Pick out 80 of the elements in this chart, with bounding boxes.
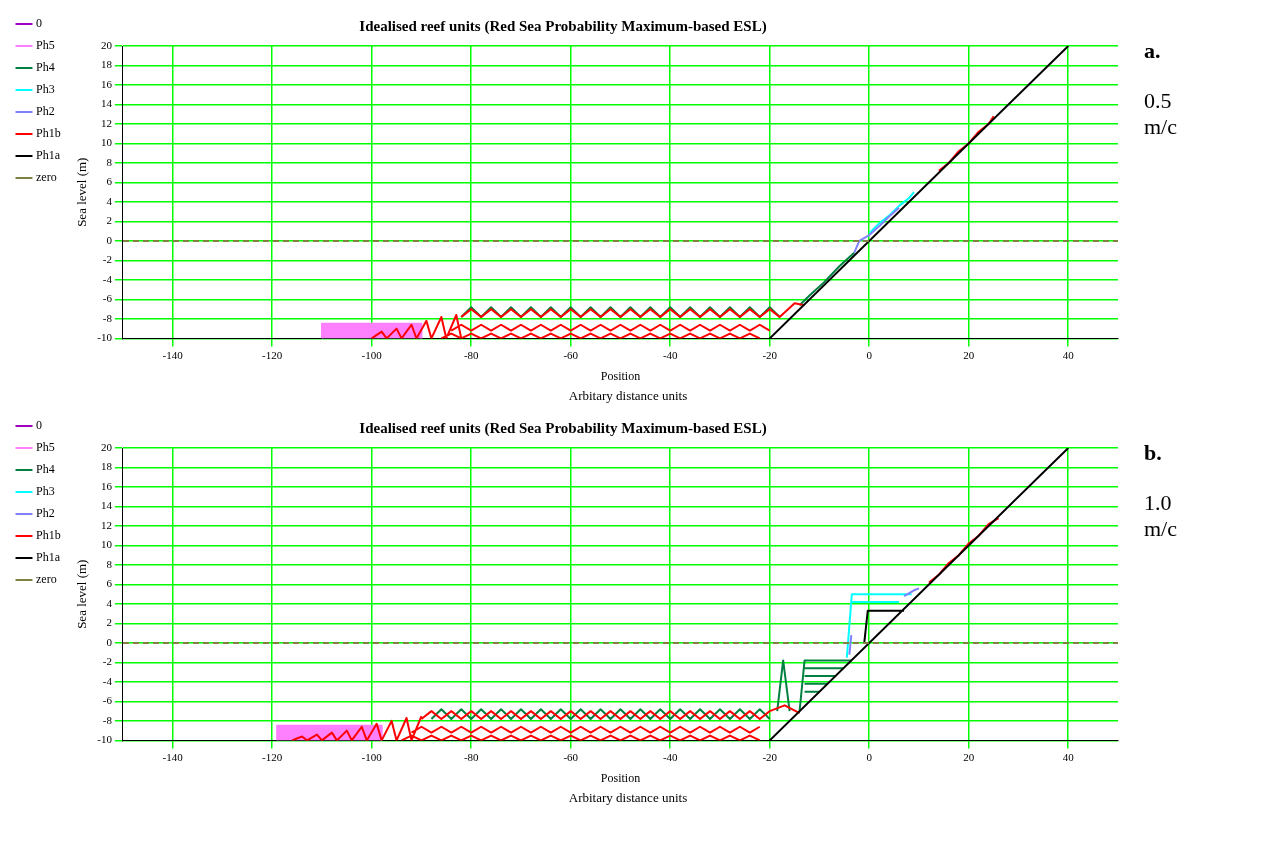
x-tick-label: -20 <box>762 348 778 361</box>
x-tick-label: -140 <box>162 348 184 361</box>
x-tick-label: -60 <box>563 750 579 763</box>
text: Arbitary distance units <box>567 790 689 806</box>
y-tick-label: 16 <box>100 479 113 492</box>
y-tick-label: 12 <box>100 518 112 531</box>
legend-label: Ph1a <box>36 148 61 163</box>
x-tick-label: 20 <box>963 348 975 361</box>
y-axis-title: Sea level (m) <box>73 559 89 629</box>
y-tick-label: 6 <box>106 577 113 590</box>
y-tick-label: 8 <box>106 155 113 168</box>
y-tick-label: -6 <box>102 292 113 305</box>
x-tick-label: -100 <box>361 348 383 361</box>
x-tick-label: -80 <box>463 750 480 763</box>
x-tick-label: 40 <box>1062 750 1075 763</box>
legend-label: Ph1b <box>36 126 61 141</box>
y-tick-label: 0 <box>106 233 113 246</box>
y-axis-title: Sea level (m) <box>73 157 89 227</box>
x-tick-label: 20 <box>963 750 975 763</box>
legend-label: 0 <box>36 418 42 433</box>
y-tick-label: 10 <box>100 538 113 551</box>
y-tick-label: 10 <box>100 136 113 149</box>
y-tick-label: -10 <box>97 733 113 746</box>
x-tick-label: 0 <box>866 750 873 763</box>
y-tick-label: 2 <box>106 616 112 629</box>
legend-label: zero <box>36 170 57 185</box>
x-tick-label: 0 <box>866 348 873 361</box>
text: 1.0 m/c <box>1144 490 1178 542</box>
legend-label: Ph4 <box>36 462 55 477</box>
y-tick-label: 14 <box>100 97 113 110</box>
x-tick-label: -140 <box>162 750 184 763</box>
y-tick-label: -8 <box>102 311 113 324</box>
y-tick-label: 18 <box>100 460 113 473</box>
y-tick-label: 12 <box>100 116 112 129</box>
legend-label: 0 <box>36 16 42 31</box>
legend-label: zero <box>36 572 57 587</box>
chart-title: Idealised reef units (Red Sea Probability Maximum-based ESL) <box>359 419 767 437</box>
x-tick-label: -100 <box>361 750 383 763</box>
text: Arbitary distance units <box>567 388 689 404</box>
text: b. <box>1144 440 1163 466</box>
y-tick-label: 18 <box>100 58 113 71</box>
text: 0.5 m/c <box>1144 88 1178 140</box>
y-tick-label: 0 <box>106 635 113 648</box>
x-tick-label: -120 <box>262 348 283 361</box>
legend-label: Ph1a <box>36 550 61 565</box>
text: a. <box>1144 38 1162 64</box>
x-tick-label: -80 <box>463 348 480 361</box>
legend-label: Ph2 <box>36 104 55 119</box>
y-tick-label: -4 <box>102 674 113 687</box>
y-tick-label: -10 <box>97 331 113 344</box>
legend-label: Ph3 <box>36 82 55 97</box>
legend-label: Ph2 <box>36 506 55 521</box>
y-tick-label: -6 <box>102 694 113 707</box>
y-tick-label: 20 <box>100 440 113 453</box>
y-tick-label: 6 <box>106 175 113 188</box>
y-tick-label: 4 <box>106 596 113 609</box>
x-tick-label: -40 <box>662 750 679 763</box>
x-tick-label: -60 <box>563 348 579 361</box>
y-tick-label: 8 <box>106 557 113 570</box>
y-tick-label: 20 <box>100 38 113 51</box>
y-tick-label: 2 <box>106 214 112 227</box>
legend-label: Ph5 <box>36 38 55 53</box>
legend-label: Ph1b <box>36 528 61 543</box>
chart-title: Idealised reef units (Red Sea Probability Maximum-based ESL) <box>359 17 767 35</box>
y-tick-label: 4 <box>106 194 113 207</box>
legend-label: Ph3 <box>36 484 55 499</box>
x-tick-label: -40 <box>662 348 679 361</box>
y-tick-label: -2 <box>102 253 112 266</box>
y-tick-label: -8 <box>102 713 113 726</box>
legend-label: Ph4 <box>36 60 55 75</box>
x-axis-title: Position <box>600 368 641 383</box>
x-tick-label: -20 <box>762 750 778 763</box>
y-tick-label: 14 <box>100 499 113 512</box>
x-axis-title: Position <box>600 770 641 785</box>
x-tick-label: -120 <box>262 750 283 763</box>
y-tick-label: -2 <box>102 655 112 668</box>
y-tick-label: 16 <box>100 77 113 90</box>
x-tick-label: 40 <box>1062 348 1075 361</box>
legend-label: Ph5 <box>36 440 55 455</box>
y-tick-label: -4 <box>102 272 113 285</box>
